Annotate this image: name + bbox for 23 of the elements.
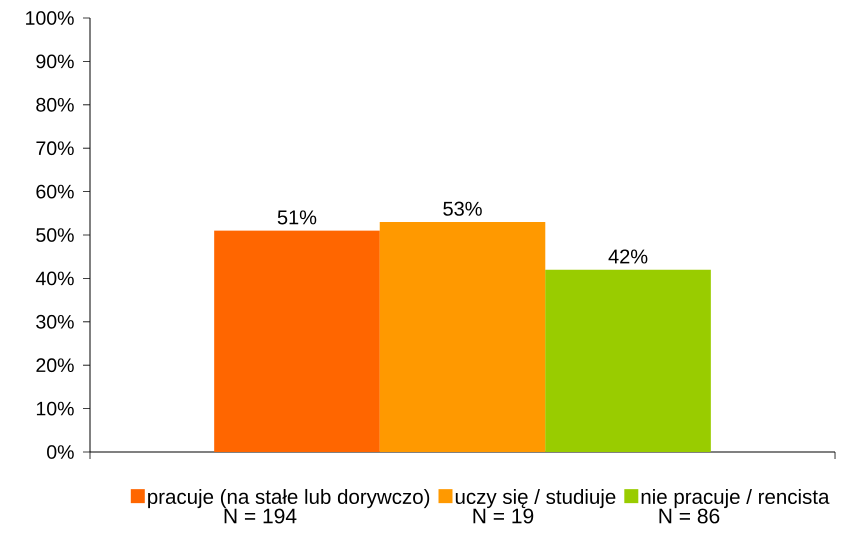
bar xyxy=(214,230,380,452)
data-label: 51% xyxy=(278,210,316,224)
y-tick-label: 10% xyxy=(36,402,74,416)
y-tick-label: 30% xyxy=(36,314,74,329)
y-tick-label: 40% xyxy=(36,272,74,286)
y-tick-label: 20% xyxy=(36,358,74,372)
legend-label: uczy się / studiuje xyxy=(456,488,616,508)
y-tick-label: 90% xyxy=(36,54,74,68)
data-label: 53% xyxy=(443,202,482,216)
bar xyxy=(545,270,711,452)
legend-label: nie pracuje / rencista xyxy=(642,488,830,508)
text: N = 194 xyxy=(224,508,296,524)
data-label: 42% xyxy=(608,249,648,264)
y-tick-label: 100% xyxy=(26,11,74,25)
y-tick-label: 70% xyxy=(36,141,74,156)
bar xyxy=(380,222,546,452)
y-tick-label: 80% xyxy=(36,98,74,112)
y-tick-label: 50% xyxy=(36,228,74,242)
text: N = 86 xyxy=(660,508,720,524)
legend-label: pracuje (na stałe lub dorywczo) xyxy=(148,488,430,508)
text: N = 19 xyxy=(474,508,534,524)
y-tick-label: 0% xyxy=(47,445,74,459)
y-tick-label: 60% xyxy=(36,184,74,198)
